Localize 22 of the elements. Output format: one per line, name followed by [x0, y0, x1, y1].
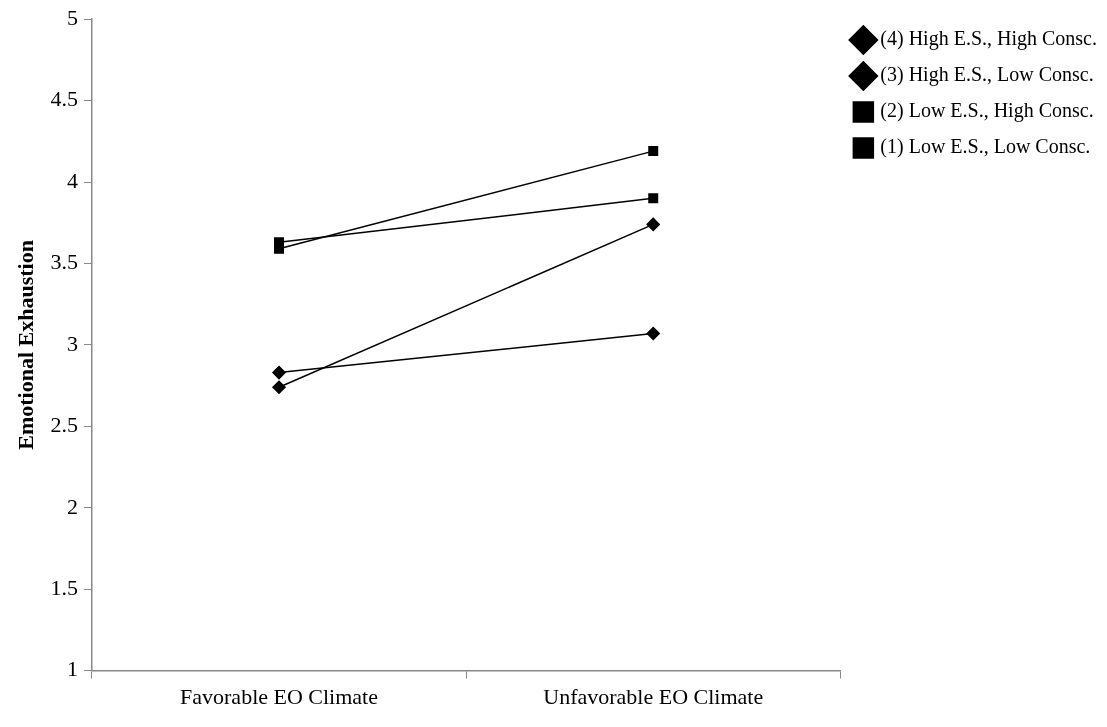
y-tick-label: 4.5 [50, 86, 78, 112]
legend-label: (4) High E.S., High Consc. [880, 27, 1098, 51]
y-tick-label: 2.5 [50, 412, 78, 438]
point [646, 326, 660, 341]
legend-label: (1) Low E.S., Low Consc. [880, 135, 1091, 159]
y-tick-label: 2 [66, 493, 78, 519]
point [272, 365, 286, 380]
point [646, 217, 660, 232]
y-tick-label: 3.5 [50, 249, 78, 275]
y-tick-label: 1 [66, 656, 78, 682]
legend-label: (2) Low E.S., High Consc. [880, 99, 1094, 123]
point [648, 146, 659, 157]
point [272, 380, 286, 394]
y-tick-label: 4 [66, 167, 78, 193]
x-tick-label: Unfavorable EO Climate [543, 683, 764, 709]
x-tick-label: Favorable EO Climate [180, 683, 378, 709]
y-tick-label: 3 [66, 330, 78, 356]
y-tick-label: 1.5 [50, 574, 78, 600]
legend-label: (3) High E.S., Low Consc. [880, 63, 1094, 87]
point [648, 193, 659, 204]
y-tick-label: 5 [66, 4, 78, 30]
y-axis-title: Emotional Exhaustion [12, 240, 38, 450]
